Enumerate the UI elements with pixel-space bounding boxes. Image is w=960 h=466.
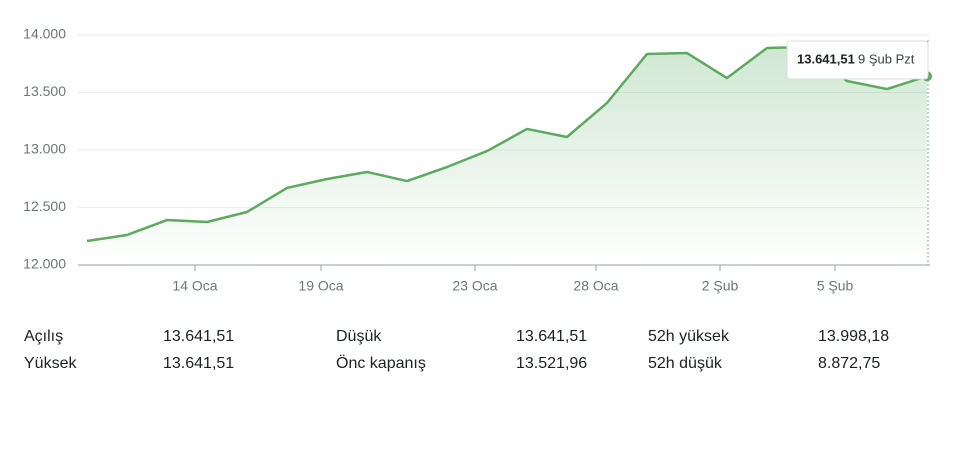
stat-label: 52h yüksek — [648, 328, 730, 345]
y-tick-label: 12.000 — [23, 256, 66, 272]
area — [87, 46, 927, 266]
stat-value: 8.872,75 — [818, 355, 880, 372]
x-tick-label: 14 Oca — [172, 278, 217, 294]
x-tick-label: 2 Şub — [702, 278, 739, 294]
stat-label: 52h düşük — [648, 355, 723, 372]
stat-value: 13.998,18 — [818, 328, 889, 345]
y-tick-label: 14.000 — [23, 26, 66, 42]
tooltip-date: 9 Şub Pzt — [858, 51, 915, 66]
x-tick-label: 5 Şub — [817, 278, 854, 294]
stat-label: Açılış — [24, 328, 63, 345]
stat-label: Önc kapanış — [336, 354, 426, 372]
y-tick-label: 13.500 — [23, 83, 66, 99]
tooltip-box — [786, 40, 929, 80]
y-tick-label: 12.500 — [23, 198, 66, 214]
stat-value: 13.521,96 — [516, 355, 587, 372]
x-tick-label: 23 Oca — [452, 278, 497, 294]
stat-label: Yüksek — [24, 355, 77, 372]
tooltip-value: 13.641,51 — [797, 51, 855, 66]
x-tick-label: 28 Oca — [573, 278, 618, 294]
stat-label: Düşük — [336, 328, 382, 345]
stat-value: 13.641,51 — [163, 328, 234, 345]
x-tick-label: 19 Oca — [298, 278, 343, 294]
stat-value: 13.641,51 — [163, 355, 234, 372]
tooltip: 13.641,51 9 Şub Pzt — [786, 40, 929, 80]
y-tick-label: 13.000 — [23, 141, 66, 157]
stat-value: 13.641,51 — [516, 328, 587, 345]
